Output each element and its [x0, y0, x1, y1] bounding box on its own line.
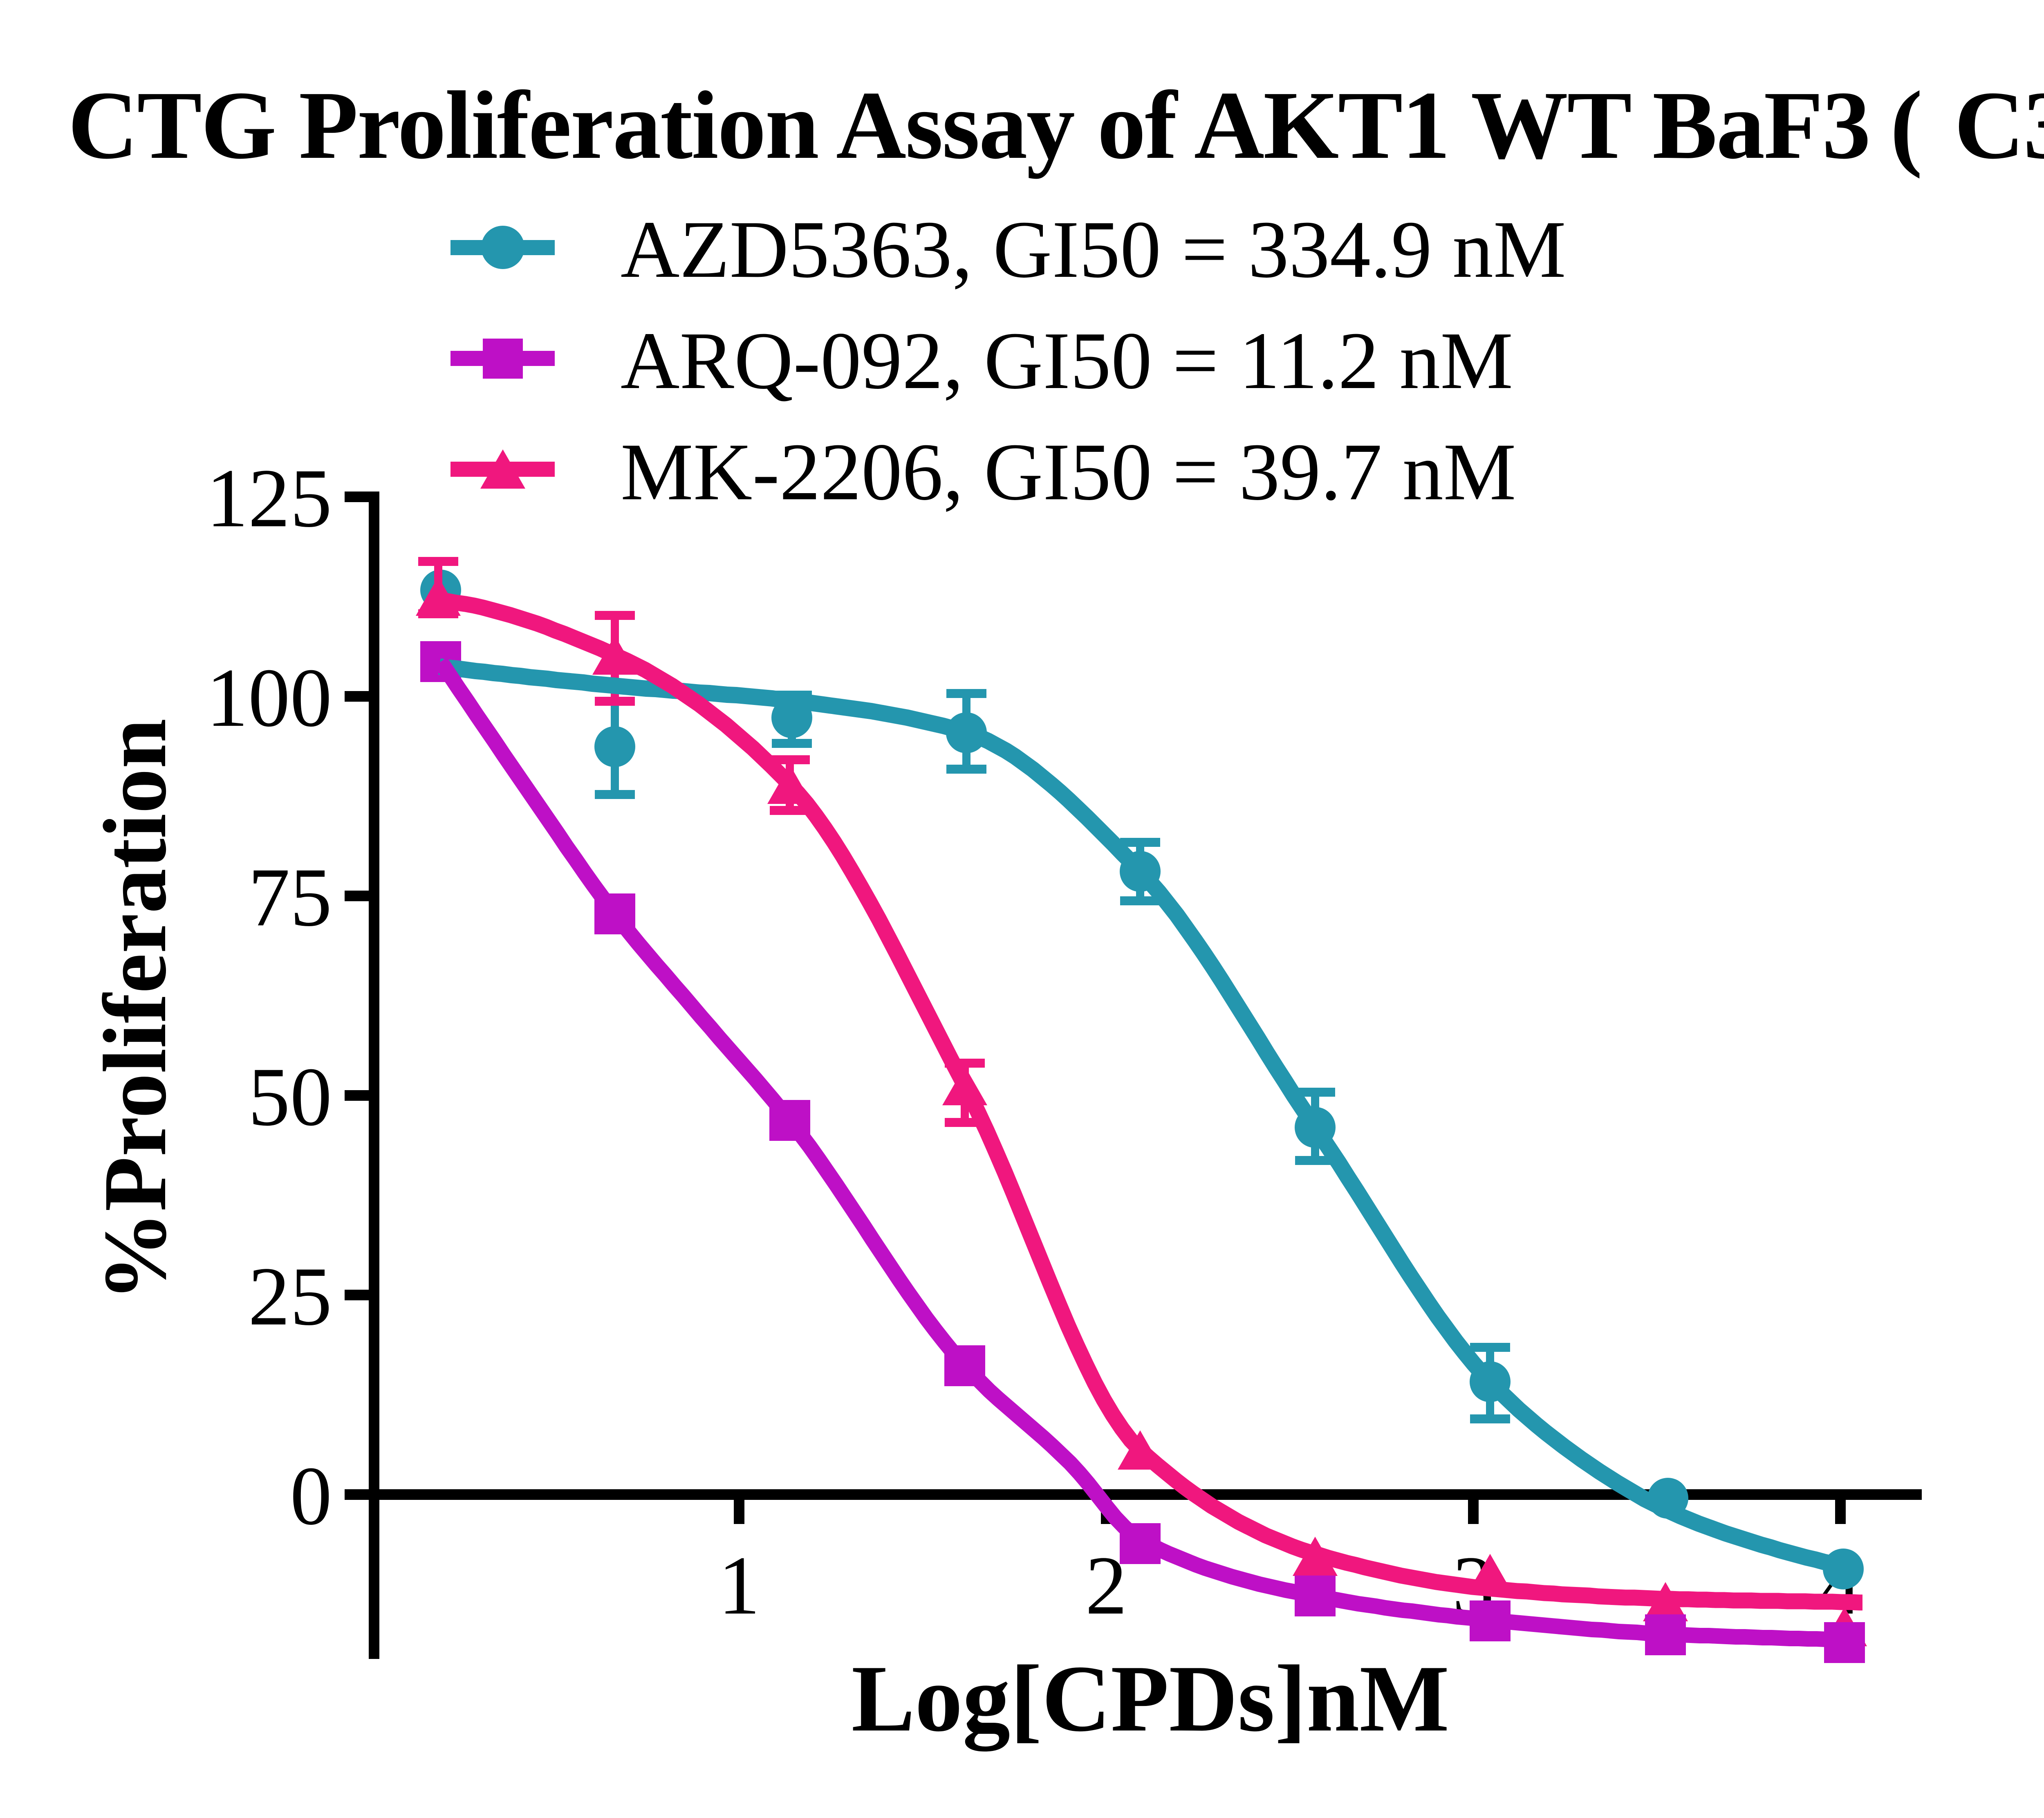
svg-text:125: 125 [206, 452, 332, 545]
svg-text:MK-2206, GI50 = 39.7 nM: MK-2206, GI50 = 39.7 nM [621, 427, 1516, 517]
svg-text:%Proliferation: %Proliferation [85, 718, 185, 1302]
svg-text:75: 75 [248, 851, 332, 944]
svg-text:0: 0 [290, 1450, 332, 1542]
svg-text:1: 1 [718, 1539, 760, 1632]
svg-text:AZD5363, GI50 = 334.9 nM: AZD5363, GI50 = 334.9 nM [621, 204, 1566, 295]
svg-text:50: 50 [248, 1050, 332, 1143]
svg-text:CTG Proliferation Assay of AKT: CTG Proliferation Assay of AKT1 WT BaF3(… [68, 72, 2044, 179]
svg-text:25: 25 [248, 1250, 332, 1343]
svg-text:Log[CPDs]nM: Log[CPDs]nM [852, 1646, 1450, 1752]
svg-text:100: 100 [206, 651, 332, 744]
svg-text:ARQ-092, GI50 = 11.2 nM: ARQ-092, GI50 = 11.2 nM [621, 316, 1513, 406]
